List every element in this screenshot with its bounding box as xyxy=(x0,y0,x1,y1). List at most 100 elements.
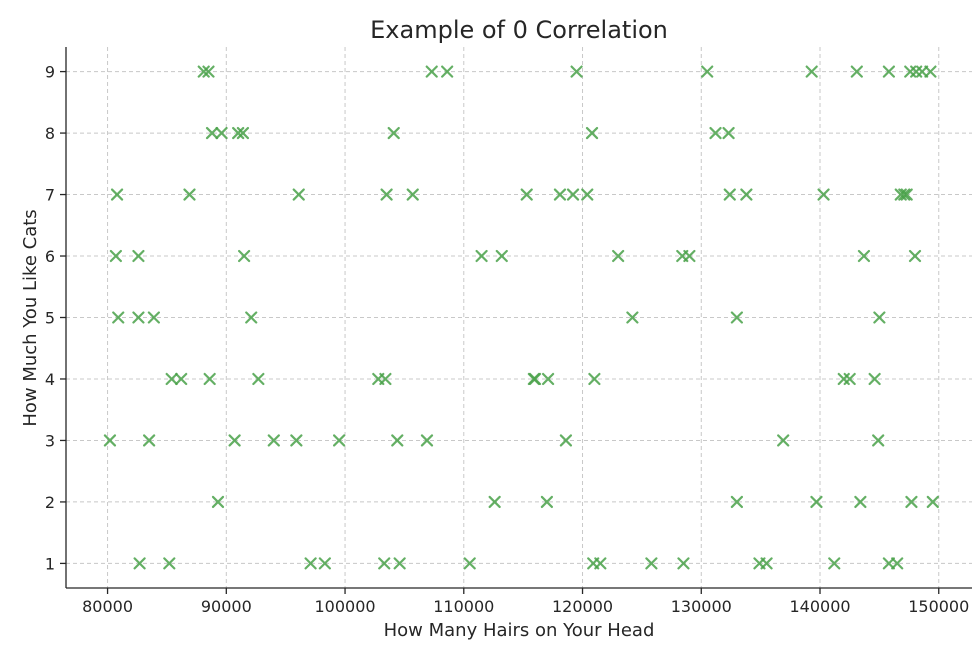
data-point xyxy=(252,372,265,386)
data-point xyxy=(528,372,542,386)
data-point xyxy=(133,557,146,570)
data-point xyxy=(420,434,434,447)
data-point xyxy=(872,434,885,447)
data-point xyxy=(103,434,117,447)
data-point xyxy=(926,495,939,509)
data-point xyxy=(203,372,216,386)
data-point xyxy=(683,249,696,263)
x-tick-label: 150000 xyxy=(908,597,969,616)
data-point xyxy=(520,188,533,201)
data-point xyxy=(202,65,215,78)
data-point xyxy=(541,372,555,386)
data-point xyxy=(425,65,438,78)
data-point xyxy=(393,557,406,570)
data-point xyxy=(924,65,937,78)
x-tick-label: 100000 xyxy=(315,597,376,616)
data-point xyxy=(722,126,735,140)
data-point xyxy=(828,557,841,570)
data-point xyxy=(109,249,122,263)
data-point xyxy=(441,65,454,78)
data-point xyxy=(626,311,639,324)
data-point xyxy=(391,434,404,447)
data-point xyxy=(406,188,419,201)
data-point xyxy=(777,434,790,447)
data-point xyxy=(318,557,331,570)
data-point xyxy=(585,126,599,140)
data-point xyxy=(236,126,250,140)
data-point xyxy=(290,434,303,447)
data-point xyxy=(857,249,871,263)
data-point xyxy=(553,188,567,201)
data-point xyxy=(215,126,228,140)
data-point xyxy=(132,311,145,324)
data-point xyxy=(730,495,743,509)
data-point xyxy=(723,188,736,201)
data-point xyxy=(183,188,196,201)
x-tick-label: 120000 xyxy=(552,597,613,616)
y-tick-label: 8 xyxy=(45,124,55,143)
data-point xyxy=(566,188,580,201)
data-point xyxy=(463,557,476,570)
data-point xyxy=(868,372,881,386)
y-tick-label: 1 xyxy=(45,554,55,573)
data-point xyxy=(810,495,823,509)
data-point xyxy=(387,126,400,140)
y-tick-label: 4 xyxy=(45,370,55,389)
tick-labels: 80000 90000 100000 110000 120000 130000 140000… xyxy=(45,63,969,616)
data-point xyxy=(588,372,601,386)
data-point xyxy=(292,188,305,201)
data-point xyxy=(817,188,830,201)
data-point xyxy=(228,434,241,447)
x-axis-label: How Many Hairs on Your Head xyxy=(384,620,655,641)
data-point xyxy=(495,249,508,263)
data-point xyxy=(378,557,391,570)
data-point xyxy=(805,65,818,78)
data-point xyxy=(205,126,219,140)
data-point xyxy=(843,372,856,386)
data-point xyxy=(581,188,594,201)
data-point xyxy=(908,249,922,263)
data-point xyxy=(916,65,929,78)
data-point xyxy=(165,372,178,386)
data-point xyxy=(898,188,911,201)
y-tick-label: 2 xyxy=(45,493,55,512)
x-tick-label: 110000 xyxy=(433,597,494,616)
data-point xyxy=(147,311,160,324)
data-point xyxy=(380,188,393,201)
data-point xyxy=(854,495,867,509)
x-tick-label: 130000 xyxy=(671,597,732,616)
data-point xyxy=(873,311,886,324)
data-point xyxy=(900,188,913,201)
data-point xyxy=(645,557,658,570)
data-point xyxy=(267,434,280,447)
y-tick-label: 5 xyxy=(45,309,55,328)
data-point xyxy=(612,249,625,263)
data-point xyxy=(175,372,188,386)
data-point xyxy=(112,311,125,324)
data-point xyxy=(850,65,863,78)
data-point xyxy=(730,311,743,324)
data-point xyxy=(760,557,773,570)
grid-lines xyxy=(66,47,972,588)
data-point xyxy=(740,188,753,201)
y-tick-label: 3 xyxy=(45,431,55,450)
data-point xyxy=(570,65,583,78)
data-point xyxy=(882,65,895,78)
data-point xyxy=(197,65,210,78)
data-point xyxy=(132,249,145,263)
x-tick-label: 90000 xyxy=(201,597,252,616)
data-point xyxy=(709,126,722,140)
chart-title: Example of 0 Correlation xyxy=(370,16,668,44)
y-tick-label: 7 xyxy=(45,186,55,205)
data-point xyxy=(110,188,124,201)
data-point xyxy=(882,557,895,570)
data-points xyxy=(103,65,939,570)
data-point xyxy=(333,434,346,447)
data-point xyxy=(245,311,258,324)
data-point xyxy=(677,557,690,570)
data-point xyxy=(891,557,904,570)
data-point xyxy=(594,557,607,570)
data-point xyxy=(304,557,317,570)
y-tick-label: 9 xyxy=(45,63,55,82)
